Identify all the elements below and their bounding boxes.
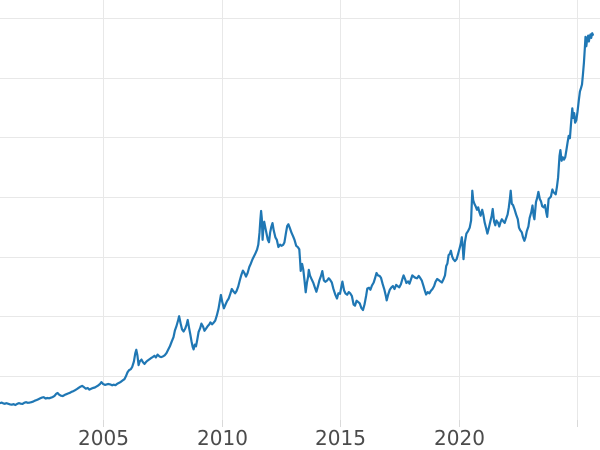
axis-tick-marks (103, 420, 578, 427)
gridlines (0, 0, 600, 420)
price-line (0, 32, 594, 407)
x-tick-labels: 2005 2010 2015 2020 (78, 426, 485, 450)
x-tick-label: 2015 (315, 426, 366, 450)
x-tick-label: 2020 (434, 426, 485, 450)
x-tick-label: 2010 (197, 426, 248, 450)
x-tick-label: 2005 (78, 426, 129, 450)
